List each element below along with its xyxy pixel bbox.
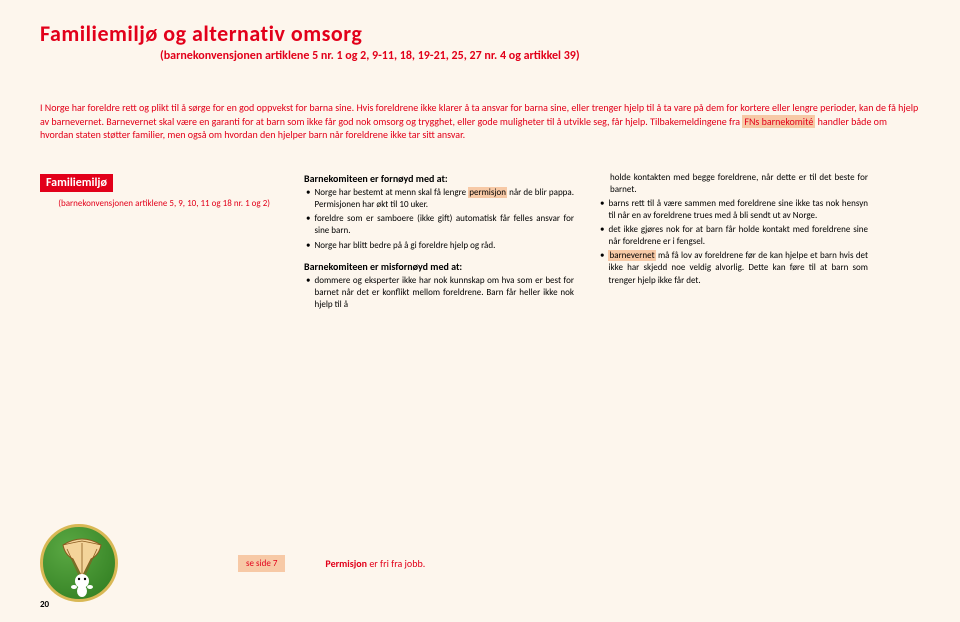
see-page-ref: se side 7 xyxy=(238,555,285,572)
bullet-text: foreldre som er samboere (ikke gift) aut… xyxy=(314,213,574,237)
permisjon-definition: Permisjon er fri fra jobb. xyxy=(325,557,425,570)
bullet-text: Norge har blitt bedre på å gi foreldre h… xyxy=(314,240,574,252)
page-title: Familiemiljø og alternativ omsorg xyxy=(40,20,920,47)
highlight-permisjon: permisjon xyxy=(468,187,507,198)
bullet-dot: • xyxy=(600,198,604,222)
bullet-item: • Norge har bestemt at menn skal få leng… xyxy=(304,187,574,211)
bullet-item: • dommere og eksperter ikke har nok kunn… xyxy=(304,275,574,311)
column-2: Barnekomiteen er fornøyd med at: • Norge… xyxy=(304,172,574,314)
bullet-text: det ikke gjøres nok for at barn får hold… xyxy=(608,224,868,248)
column-3: holde kontakten med begge foreldrene, nå… xyxy=(598,172,868,314)
section-reference: (barnekonvensjonen artiklene 5, 9, 10, 1… xyxy=(40,198,280,209)
footer: se side 7 Permisjon er fri fra jobb. xyxy=(40,524,920,602)
continuation-text: holde kontakten med begge foreldrene, nå… xyxy=(598,172,868,196)
section-badge-familiemiljo: Familiemiljø xyxy=(40,174,113,192)
bullet-text: dommere og eksperter ikke har nok kunnsk… xyxy=(314,275,574,311)
highlight-barnevernet: barnevernet xyxy=(608,250,655,261)
bullet-text: Norge har bestemt at menn skal få lengre… xyxy=(314,187,574,211)
bullet-dot: • xyxy=(306,240,310,252)
page-number: 20 xyxy=(40,599,49,610)
bullet-dot: • xyxy=(306,275,310,311)
bullet-item: • foreldre som er samboere (ikke gift) a… xyxy=(304,213,574,237)
column-1: Familiemiljø (barnekonvensjonen artiklen… xyxy=(40,172,280,314)
permisjon-term: Permisjon xyxy=(325,557,367,570)
columns: Familiemiljø (barnekonvensjonen artiklen… xyxy=(40,172,920,314)
bullet-item: • Norge har blitt bedre på å gi foreldre… xyxy=(304,240,574,252)
dissatisfied-heading: Barnekomiteen er misfornøyd med at: xyxy=(304,260,574,274)
text: Norge har bestemt at menn skal få lengre xyxy=(314,187,468,198)
bullet-dot: • xyxy=(306,187,310,211)
parachute-badge-icon xyxy=(40,524,118,602)
bullet-item: • barns rett til å være sammen med forel… xyxy=(598,198,868,222)
permisjon-def: er fri fra jobb. xyxy=(367,557,425,570)
intro-paragraph: I Norge har foreldre rett og plikt til å… xyxy=(40,101,920,142)
bullet-dot: • xyxy=(306,213,310,237)
bullet-text: barns rett til å være sammen med foreldr… xyxy=(608,198,868,222)
page-subtitle: (barnekonvensjonen artiklene 5 nr. 1 og … xyxy=(160,49,920,63)
bullet-dot: • xyxy=(600,250,604,286)
bullet-text: barnevernet må få lov av foreldrene før … xyxy=(608,250,868,286)
intro-highlight-fns: FNs barnekomité xyxy=(742,115,815,128)
bullet-item: • barnevernet må få lov av foreldrene fø… xyxy=(598,250,868,286)
satisfied-heading: Barnekomiteen er fornøyd med at: xyxy=(304,172,574,186)
bullet-dot: • xyxy=(600,224,604,248)
bullet-item: • det ikke gjøres nok for at barn får ho… xyxy=(598,224,868,248)
